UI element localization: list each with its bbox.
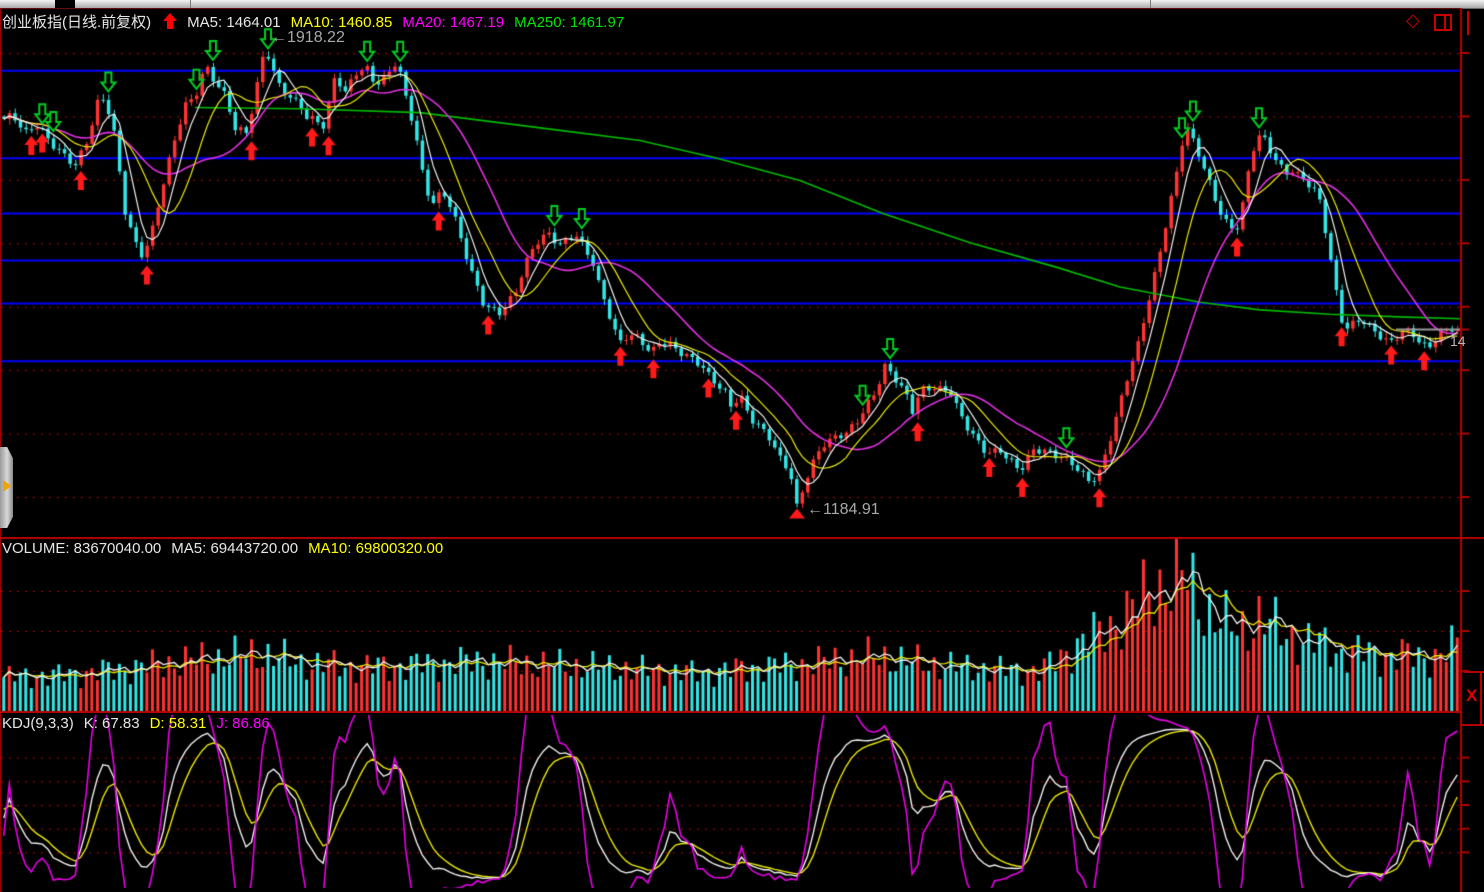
ma20-readout: MA20: 1467.19 — [402, 14, 505, 31]
low-price-annotation: ←1184.91 — [807, 500, 880, 518]
volume-ma10-readout: MA10: 69800320.00 — [308, 540, 444, 557]
kdj-panel-header: KDJ(9,3,3) K: 67.83 D: 58.31 J: 86.86 — [2, 715, 280, 732]
diamond-icon[interactable]: ◇ — [1406, 10, 1420, 30]
volume-ma5-readout: MA5: 69443720.00 — [171, 540, 299, 557]
indicator-close-icon[interactable]: X — [1466, 686, 1478, 705]
kdj-d-readout: D: 58.31 — [149, 715, 207, 732]
volume-readout: VOLUME: 83670040.00 — [2, 540, 162, 557]
high-price-annotation: ←1918.22 — [271, 29, 345, 47]
last-price-tag: 14 — [1450, 332, 1466, 349]
kdj-k-readout: K: 67.83 — [83, 715, 140, 732]
chart-title: 创业板指(日线.前复权) — [2, 14, 152, 31]
top-strip-separator — [190, 0, 191, 8]
top-strip-notch — [55, 0, 75, 8]
split-window-icon[interactable] — [1434, 14, 1452, 31]
close-box-bottom — [1461, 724, 1484, 726]
close-box-top — [1464, 671, 1484, 673]
top-strip-separator — [1150, 0, 1151, 8]
close-box-side — [1480, 671, 1482, 726]
kdj-label: KDJ(9,3,3) — [2, 715, 74, 732]
volume-panel-canvas[interactable] — [0, 537, 1484, 713]
drawer-arrow-icon — [3, 480, 11, 492]
ma5-readout: MA5: 1464.01 — [187, 14, 281, 31]
ma250-readout: MA250: 1461.97 — [514, 14, 625, 31]
main-chart-canvas[interactable] — [0, 8, 1484, 537]
right-edge-segment — [1467, 11, 1469, 35]
kdj-j-readout: J: 86.86 — [216, 715, 270, 732]
volume-panel-header: VOLUME: 83670040.00 MA5: 69443720.00 MA10:… — [2, 540, 453, 557]
kdj-panel-canvas[interactable] — [0, 713, 1484, 892]
signal-up-icon — [163, 13, 178, 29]
drawer-handle[interactable] — [0, 447, 13, 528]
main-chart-header: 创业板指(日线.前复权) MA5: 1464.01 MA10: 1460.85 MA2… — [2, 11, 634, 32]
ma10-readout: MA10: 1460.85 — [290, 14, 393, 31]
